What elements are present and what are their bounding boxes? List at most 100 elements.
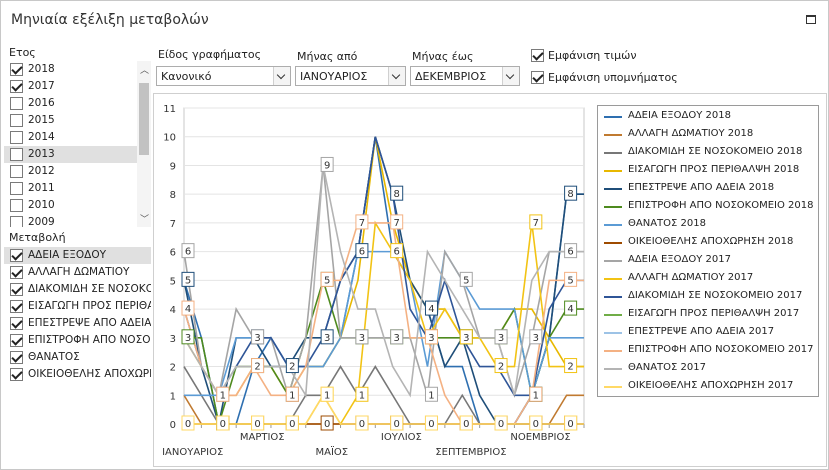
show-legend-checkbox[interactable] — [531, 71, 544, 84]
data-label-text: 8 — [394, 189, 400, 200]
year-checkbox[interactable] — [10, 63, 23, 76]
data-label-text: 4 — [185, 304, 191, 315]
month-to-select[interactable]: ΔΕΚΕΜΒΡΙΟΣ — [410, 66, 520, 86]
change-checkbox[interactable] — [10, 266, 23, 279]
scroll-up-icon[interactable]: ︿ — [140, 66, 150, 76]
change-item[interactable]: ΑΔΕΙΑ ΕΞΟΔΟΥ — [4, 247, 151, 264]
year-list-scrollbar[interactable]: ︿ ﹀ — [137, 61, 151, 227]
legend-label: ΑΛΛΑΓΗ ΔΩΜΑΤΙΟΥ 2017 — [628, 272, 754, 283]
data-label-box — [390, 415, 404, 431]
data-label-box — [459, 415, 473, 431]
legend-item: ΕΠΙΣΤΡΟΦΗ ΑΠΟ ΝΟΣΟΚΟΜΕΙΟ 2018 — [602, 198, 816, 216]
year-item[interactable]: 2018 — [4, 61, 137, 78]
data-label: 1 — [355, 386, 369, 402]
legend-item: ΕΠΕΣΤΡΕΨΕ ΑΠΟ ΑΔΕΙΑ 2018 — [602, 180, 816, 198]
change-item[interactable]: ΕΠΕΣΤΡΕΨΕ ΑΠΟ ΑΔΕΙΑ — [4, 315, 151, 332]
show-values-option[interactable]: Εμφάνιση τιμών — [531, 48, 681, 64]
chevron-down-icon[interactable] — [388, 67, 405, 85]
year-checkbox[interactable] — [10, 148, 23, 161]
data-label-box — [564, 300, 578, 316]
legend-label: ΕΙΣΑΓΩΓΗ ΠΡΟΣ ΠΕΡΙΘΑΛΨΗ 2017 — [628, 308, 800, 319]
year-item[interactable]: 2014 — [4, 129, 137, 146]
change-checkbox[interactable] — [10, 300, 23, 313]
y-tick-label: 8 — [170, 190, 176, 201]
data-label: 5 — [320, 271, 334, 287]
data-label: 1 — [320, 386, 334, 402]
year-checkbox[interactable] — [10, 165, 23, 178]
data-label: 3 — [459, 329, 473, 345]
scroll-thumb[interactable] — [139, 83, 149, 155]
data-label: 7 — [529, 214, 543, 230]
data-label-box — [494, 358, 508, 374]
show-legend-option[interactable]: Εμφάνιση υπομνήματος — [531, 70, 701, 86]
change-checkbox[interactable] — [10, 317, 23, 330]
data-label: 0 — [251, 415, 265, 431]
change-item[interactable]: ΑΛΛΑΓΗ ΔΩΜΑΤΙΟΥ — [4, 264, 151, 281]
change-item[interactable]: ΟΙΚΕΙΟΘΕΛΗΣ ΑΠΟΧΩΡΗ — [4, 366, 151, 383]
change-checkbox[interactable] — [10, 351, 23, 364]
legend-label: ΟΙΚΕΙΟΘΕΛΗΣ ΑΠΟΧΩΡΗΣΗ 2018 — [628, 236, 794, 247]
change-item-label: ΘΑΝΑΤΟΣ — [28, 351, 80, 363]
data-label-box — [390, 185, 404, 201]
change-listbox[interactable]: ΑΔΕΙΑ ΕΞΟΔΟΥ ΑΛΛΑΓΗ ΔΩΜΑΤΙΟΥ ΔΙΑΚΟΜΙΔΗ ΣΕ … — [4, 247, 151, 387]
data-label-box — [216, 386, 230, 402]
change-item[interactable]: ΕΠΙΣΤΡΟΦΗ ΑΠΟ ΝΟΣΟΚ — [4, 332, 151, 349]
chart-type-select[interactable]: Κανονικό — [156, 66, 291, 86]
year-checkbox[interactable] — [10, 199, 23, 212]
year-checkbox[interactable] — [10, 80, 23, 93]
year-item[interactable]: 2016 — [4, 95, 137, 112]
data-label: 7 — [355, 214, 369, 230]
year-checkbox[interactable] — [10, 182, 23, 195]
year-item[interactable]: 2012 — [4, 163, 137, 180]
data-label-box — [390, 214, 404, 230]
chevron-down-icon[interactable] — [273, 67, 290, 85]
year-listbox[interactable]: ︿ ﹀ 2018 2017 2016 2015 2014 2013 2012 2011 2010… — [4, 61, 151, 227]
data-label: 2 — [285, 358, 299, 374]
data-label-box — [251, 358, 265, 374]
data-label: 2 — [564, 358, 578, 374]
data-label-text: 7 — [359, 218, 365, 229]
change-checkbox[interactable] — [10, 283, 23, 296]
year-item[interactable]: 2010 — [4, 197, 137, 214]
change-item[interactable]: ΘΑΝΑΤΟΣ — [4, 349, 151, 366]
year-item[interactable]: 2013 — [4, 146, 137, 163]
data-label-text: 3 — [394, 333, 400, 344]
year-checkbox[interactable] — [10, 114, 23, 127]
show-values-checkbox[interactable] — [531, 49, 544, 62]
legend-item: ΔΙΑΚΟΜΙΔΗ ΣΕ ΝΟΣΟΚΟΜΕΙΟ 2017 — [602, 288, 816, 306]
change-checkbox[interactable] — [10, 334, 23, 347]
legend-item: ΕΠΙΣΤΡΟΦΗ ΑΠΟ ΝΟΣΟΚΟΜΕΙΟ 2017 — [602, 342, 816, 360]
series-line — [184, 393, 584, 425]
data-label-box — [320, 415, 334, 431]
data-label-text: 1 — [220, 390, 226, 401]
line-chart: 01234567891011ΙΑΝΟΥΑΡΙΟΣΜΑΡΤΙΟΣΜΑΪΟΣΙΟΥΛ… — [162, 104, 585, 458]
year-item[interactable]: 2011 — [4, 180, 137, 197]
year-item[interactable]: 2009 — [4, 214, 137, 227]
data-label-box — [390, 329, 404, 345]
data-label-text: 3 — [428, 333, 434, 344]
minimize-icon[interactable] — [806, 15, 816, 24]
change-item[interactable]: ΔΙΑΚΟΜΙΔΗ ΣΕ ΝΟΣΟΚΟ — [4, 281, 151, 298]
data-label-box — [355, 415, 369, 431]
year-checkbox[interactable] — [10, 131, 23, 144]
data-label: 6 — [181, 243, 195, 259]
scroll-down-icon[interactable]: ﹀ — [140, 215, 150, 225]
year-item[interactable]: 2015 — [4, 112, 137, 129]
change-item[interactable]: ΕΙΣΑΓΩΓΗ ΠΡΟΣ ΠΕΡΙΘΑ — [4, 298, 151, 315]
data-label-box — [251, 329, 265, 345]
year-checkbox[interactable] — [10, 97, 23, 110]
chevron-down-icon[interactable] — [502, 67, 519, 85]
month-from-select[interactable]: ΙΑΝΟΥΑΡΙΟΣ — [295, 66, 406, 86]
data-label: 8 — [390, 185, 404, 201]
data-label-text: 0 — [289, 419, 295, 430]
data-label-box — [251, 415, 265, 431]
legend-item: ΑΔΕΙΑ ΕΞΟΔΟΥ 2018 — [602, 108, 816, 126]
data-label-text: 0 — [185, 419, 191, 430]
data-label-text: 0 — [533, 419, 539, 430]
change-checkbox[interactable] — [10, 368, 23, 381]
year-checkbox[interactable] — [10, 216, 23, 227]
legend-swatch — [604, 134, 622, 136]
year-item[interactable]: 2017 — [4, 78, 137, 95]
change-checkbox[interactable] — [10, 249, 23, 262]
data-label-box — [320, 329, 334, 345]
